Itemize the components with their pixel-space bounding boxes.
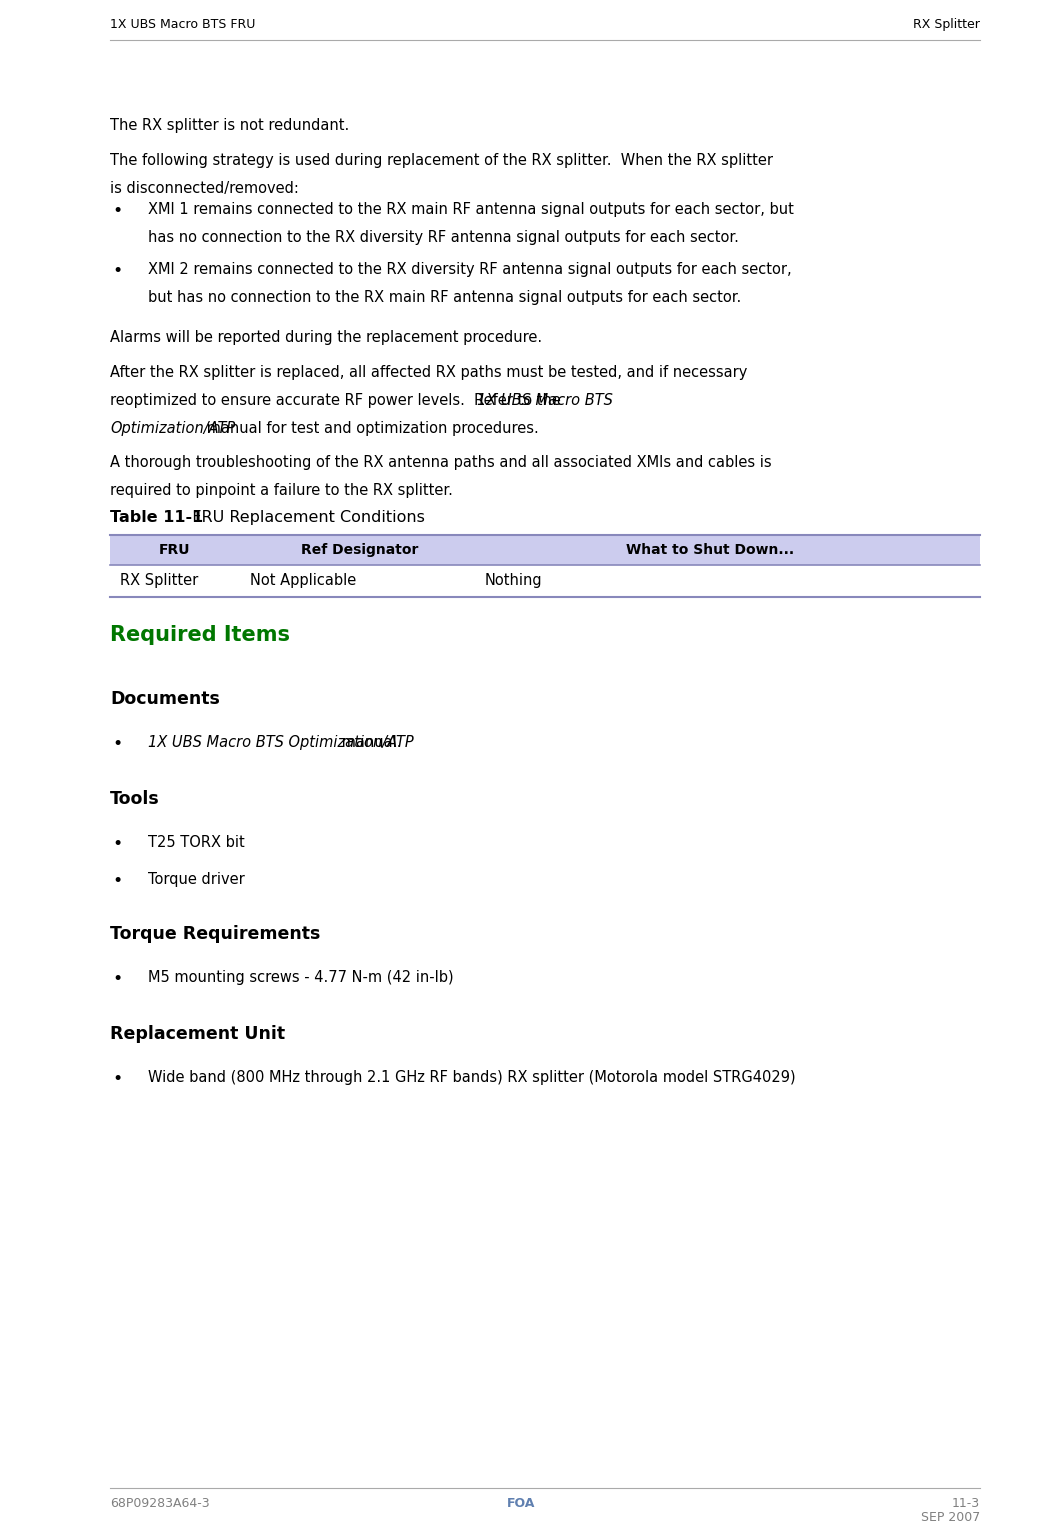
Text: has no connection to the RX diversity RF antenna signal outputs for each sector.: has no connection to the RX diversity RF… — [148, 231, 738, 244]
Text: but has no connection to the RX main RF antenna signal outputs for each sector.: but has no connection to the RX main RF … — [148, 290, 742, 305]
Text: Replacement Unit: Replacement Unit — [110, 1025, 285, 1043]
Text: •: • — [112, 1070, 122, 1089]
Text: Nothing: Nothing — [485, 574, 542, 588]
Text: FRU: FRU — [160, 544, 191, 557]
Text: T25 TORX bit: T25 TORX bit — [148, 835, 245, 851]
Text: Alarms will be reported during the replacement procedure.: Alarms will be reported during the repla… — [110, 330, 542, 345]
Text: is disconnected/removed:: is disconnected/removed: — [110, 182, 299, 195]
Text: After the RX splitter is replaced, all affected RX paths must be tested, and if : After the RX splitter is replaced, all a… — [110, 365, 748, 380]
Text: 68P09283A64-3: 68P09283A64-3 — [110, 1496, 210, 1510]
Text: Torque Requirements: Torque Requirements — [110, 925, 320, 944]
Text: Documents: Documents — [110, 690, 220, 709]
Text: XMI 2 remains connected to the RX diversity RF antenna signal outputs for each s: XMI 2 remains connected to the RX divers… — [148, 263, 792, 276]
Text: Required Items: Required Items — [110, 625, 290, 644]
Text: The following strategy is used during replacement of the RX splitter.  When the : The following strategy is used during re… — [110, 153, 773, 168]
Text: •: • — [112, 970, 122, 988]
Text: 1X UBS Macro BTS: 1X UBS Macro BTS — [477, 392, 613, 408]
Text: Torque driver: Torque driver — [148, 872, 245, 887]
Bar — [110, 534, 980, 565]
Text: Not Applicable: Not Applicable — [250, 574, 357, 588]
Text: XMI 1 remains connected to the RX main RF antenna signal outputs for each sector: XMI 1 remains connected to the RX main R… — [148, 202, 794, 217]
Text: SEP 2007: SEP 2007 — [921, 1512, 980, 1524]
Text: Ref Designator: Ref Designator — [301, 544, 418, 557]
Text: •: • — [112, 835, 122, 854]
Text: RX Splitter: RX Splitter — [913, 18, 980, 31]
Text: manual for test and optimization procedures.: manual for test and optimization procedu… — [201, 421, 538, 437]
Text: FRU Replacement Conditions: FRU Replacement Conditions — [181, 510, 425, 525]
Text: The RX splitter is not redundant.: The RX splitter is not redundant. — [110, 118, 349, 133]
Text: reoptimized to ensure accurate RF power levels.  Refer to the: reoptimized to ensure accurate RF power … — [110, 392, 565, 408]
Text: •: • — [112, 872, 122, 890]
Text: Optimization/ATP: Optimization/ATP — [110, 421, 236, 437]
Text: 1X UBS Macro BTS Optimization/ATP: 1X UBS Macro BTS Optimization/ATP — [148, 734, 414, 750]
Text: •: • — [112, 263, 122, 279]
Text: required to pinpoint a failure to the RX splitter.: required to pinpoint a failure to the RX… — [110, 483, 453, 498]
Text: FOA: FOA — [507, 1496, 536, 1510]
Text: What to Shut Down...: What to Shut Down... — [626, 544, 794, 557]
Text: 11-3: 11-3 — [952, 1496, 980, 1510]
Text: RX Splitter: RX Splitter — [120, 574, 198, 588]
Text: Tools: Tools — [110, 789, 160, 808]
Text: 1X UBS Macro BTS FRU: 1X UBS Macro BTS FRU — [110, 18, 256, 31]
Text: •: • — [112, 202, 122, 220]
Text: Table 11-1: Table 11-1 — [110, 510, 203, 525]
Text: A thorough troubleshooting of the RX antenna paths and all associated XMIs and c: A thorough troubleshooting of the RX ant… — [110, 455, 772, 470]
Text: M5 mounting screws - 4.77 N-m (42 in-lb): M5 mounting screws - 4.77 N-m (42 in-lb) — [148, 970, 454, 985]
Text: Wide band (800 MHz through 2.1 GHz RF bands) RX splitter (Motorola model STRG402: Wide band (800 MHz through 2.1 GHz RF ba… — [148, 1070, 796, 1086]
Text: •: • — [112, 734, 122, 753]
Text: manual.: manual. — [337, 734, 402, 750]
